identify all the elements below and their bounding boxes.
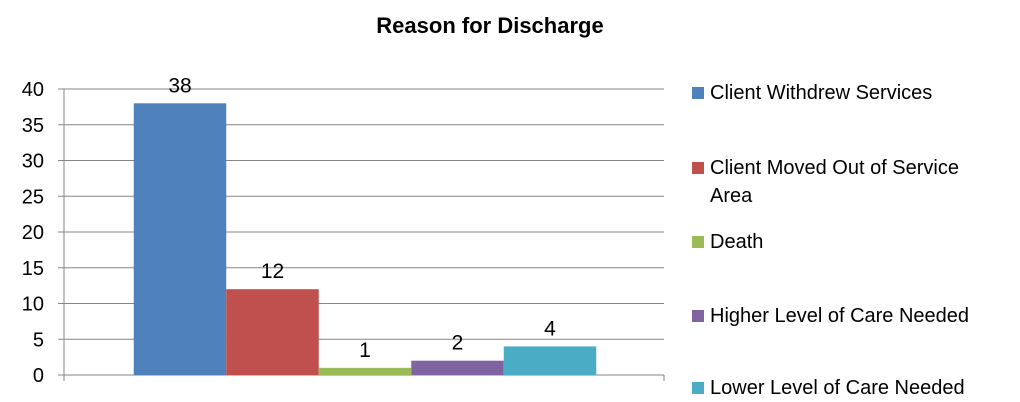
- legend-label: Client Withdrew Services: [710, 82, 933, 104]
- data-label: 12: [261, 260, 284, 283]
- y-tick-label: 5: [33, 329, 44, 351]
- y-tick-label: 15: [22, 258, 44, 280]
- y-tick-label: 40: [22, 79, 44, 101]
- legend-item: Client Moved Out of Service Area: [692, 154, 1000, 210]
- legend: Client Withdrew Services Client Moved Out…: [692, 76, 1012, 399]
- legend-swatch: [692, 382, 704, 394]
- chart-plot: Reason for Discharge 0 5 10 15 20 25 30 35 40 38 1…: [22, 13, 665, 387]
- data-label: 2: [452, 332, 464, 355]
- y-tick-label: 30: [22, 151, 44, 173]
- bar-3: [318, 367, 412, 375]
- legend-label: Death: [710, 231, 764, 253]
- legend-item: Death: [692, 228, 1000, 256]
- data-label: 38: [168, 74, 191, 97]
- bar-2: [226, 289, 319, 375]
- legend-swatch: [692, 87, 704, 99]
- y-tick-label: 0: [33, 365, 44, 387]
- legend-item: Higher Level of Care Needed: [692, 302, 1000, 330]
- chart-title: Reason for Discharge: [376, 13, 603, 38]
- bar-4: [411, 360, 504, 375]
- legend-swatch: [692, 162, 704, 174]
- legend-label: Lower Level of Care Needed: [710, 377, 965, 399]
- legend-swatch: [692, 310, 704, 322]
- bar-1: [133, 103, 227, 376]
- y-tick-label: 35: [22, 115, 44, 137]
- legend-item: Client Withdrew Services: [692, 79, 1000, 107]
- legend-swatch: [692, 236, 704, 248]
- data-label: 4: [544, 317, 556, 340]
- y-tick-label: 20: [22, 222, 44, 244]
- data-label: 1: [359, 339, 371, 362]
- legend-label: Higher Level of Care Needed: [710, 305, 970, 327]
- y-tick-label: 10: [22, 294, 44, 316]
- y-tick-label: 25: [22, 186, 44, 208]
- bar-5: [503, 346, 597, 375]
- legend-label: Client Moved Out of Service Area: [710, 157, 959, 207]
- legend-item: Lower Level of Care Needed: [692, 374, 1000, 402]
